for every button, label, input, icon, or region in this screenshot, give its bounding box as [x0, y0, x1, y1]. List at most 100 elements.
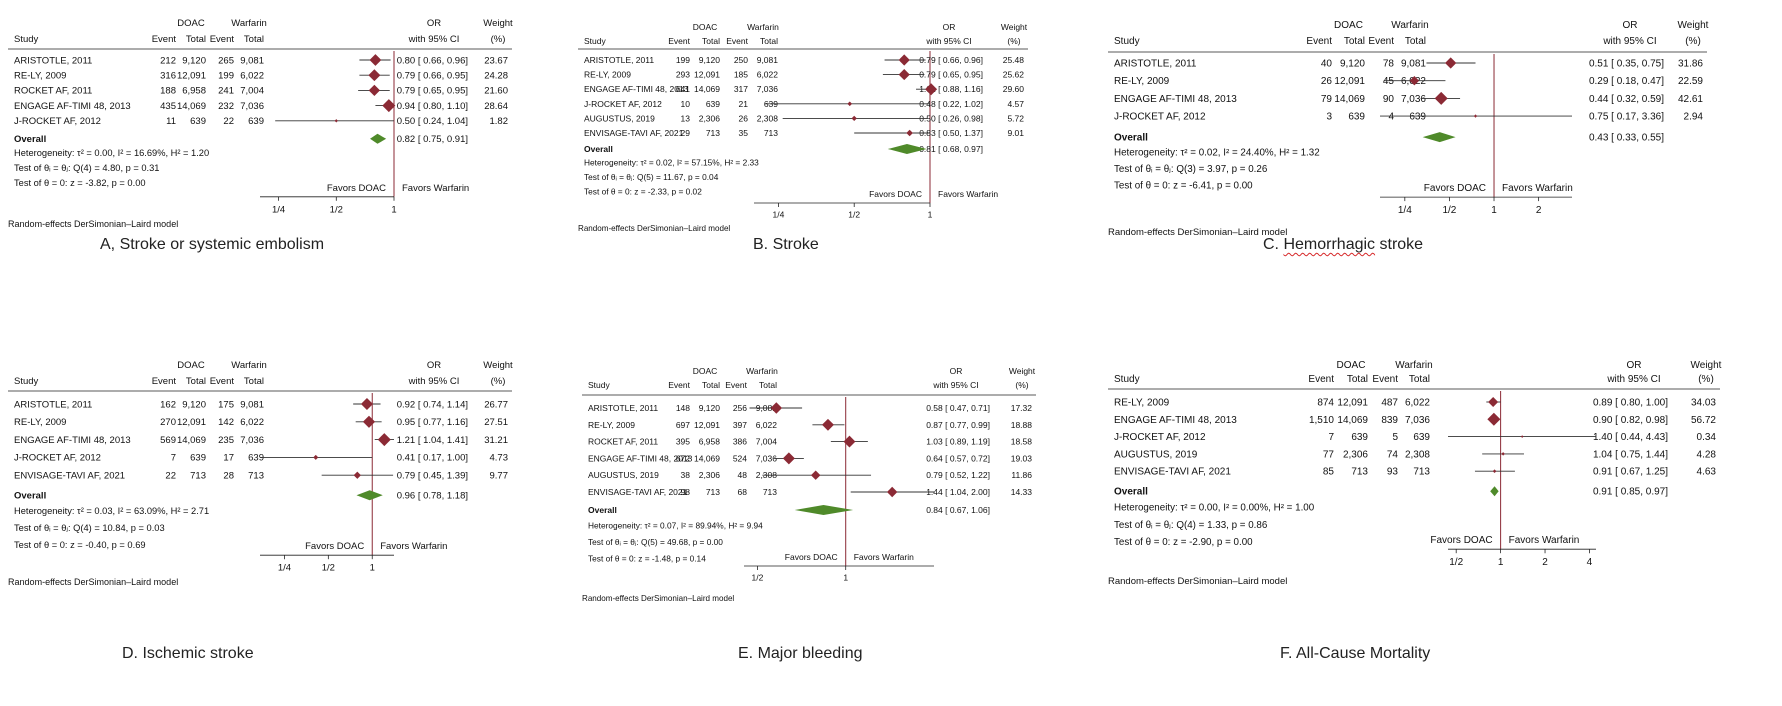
study-row: RE-LY, 2009 874 12,091 487 6,022 0.89 [ 0.80,… [1114, 396, 1716, 409]
or-ci-text: 0.44 [ 0.32, 0.59] [1589, 94, 1664, 105]
warfarin-total: 9,081 [240, 55, 264, 66]
doac-total: 713 [706, 487, 720, 497]
warfarin-total: 639 [248, 453, 264, 464]
header-weight: Weight [483, 360, 513, 371]
weight-text: 25.48 [1003, 55, 1025, 65]
x-tick-label: 1 [843, 573, 848, 583]
panel-b-caption: B. Stroke [753, 236, 819, 253]
forest-panel-a: DOAC Warfarin OR Weight Study Event Total Event… [8, 16, 578, 238]
weight-text: 31.21 [484, 435, 508, 446]
overall-label: Overall [584, 144, 613, 154]
study-marker [1520, 435, 1524, 438]
overall-diamond [794, 505, 854, 515]
or-ci-text: 0.50 [ 0.26, 0.98] [919, 113, 983, 123]
doac-events: 697 [676, 420, 690, 430]
or-ci-text: 1.21 [ 1.04, 1.41] [397, 435, 468, 446]
or-ci-text: 0.87 [ 0.77, 0.99] [926, 420, 990, 430]
study-name: RE-LY, 2009 [588, 420, 635, 430]
study-row: ARISTOTLE, 2011 212 9,120 265 9,081 0.80 [ 0.… [14, 54, 508, 66]
doac-events: 162 [160, 399, 176, 410]
overall-or-ci-text: 0.82 [ 0.75, 0.91] [397, 134, 468, 145]
header-study: Study [14, 34, 39, 45]
warfarin-total: 7,004 [756, 437, 778, 447]
weight-text: 27.51 [484, 417, 508, 428]
weight-text: 18.88 [1011, 420, 1033, 430]
header-total1: Total [1347, 374, 1368, 385]
study-marker [1434, 91, 1448, 105]
warfarin-total: 2,308 [1405, 449, 1430, 460]
header-study: Study [1114, 374, 1140, 385]
study-name: RE-LY, 2009 [1114, 398, 1170, 409]
study-marker [334, 119, 338, 123]
doac-total: 14,069 [694, 453, 720, 463]
favors-doac-label: Favors DOAC [785, 552, 838, 562]
study-marker [925, 83, 938, 96]
model-note: Random-effects DerSimonian–Laird model [8, 577, 178, 587]
warfarin-total: 9,081 [757, 55, 779, 65]
header-group2: Warfarin [746, 366, 778, 376]
study-row: ROCKET AF, 2011 188 6,958 241 7,004 0.79 [ 0.… [14, 84, 508, 97]
doac-events: 26 [1321, 76, 1333, 87]
or-ci-text: 0.79 [ 0.52, 1.22] [926, 470, 990, 480]
warfarin-events: 48 [738, 470, 748, 480]
x-tick-label: 2 [1536, 205, 1542, 216]
header-group2: Warfarin [231, 360, 267, 371]
forest-plot-d: DOAC Warfarin OR Weight Study Event Total Event… [8, 360, 513, 587]
warfarin-events: 250 [734, 55, 748, 65]
weight-text: 31.86 [1678, 59, 1703, 70]
or-ci-text: 0.29 [ 0.18, 0.47] [1589, 76, 1664, 87]
study-name: ENGAGE AF-TIMI 48, 2013 [1114, 415, 1237, 426]
or-ci-text: 0.79 [ 0.65, 0.95] [919, 70, 983, 80]
panel-c-caption-suffix: stroke [1375, 236, 1424, 253]
forest-panel-b: DOAC Warfarin OR Weight Study Event Total Event… [578, 20, 1088, 242]
warfarin-total: 7,004 [240, 86, 264, 97]
doac-events: 11 [166, 116, 176, 127]
study-marker [847, 101, 853, 107]
forest-plot-e: DOAC Warfarin OR Weight Study Event Total Event… [582, 366, 1036, 603]
weight-text: 24.28 [484, 71, 508, 82]
overall-label: Overall [588, 505, 617, 515]
doac-events: 3 [1326, 112, 1332, 123]
weight-text: 2.94 [1684, 112, 1704, 123]
favors-warfarin-label: Favors Warfarin [1502, 183, 1573, 194]
warfarin-total: 7,036 [1405, 415, 1430, 426]
weight-text: 22.59 [1678, 76, 1703, 87]
model-note: Random-effects DerSimonian–Laird model [8, 219, 178, 229]
overall-or-ci-text: 0.96 [ 0.78, 1.18] [397, 491, 468, 502]
favors-warfarin-label: Favors Warfarin [380, 541, 447, 552]
doac-total: 639 [1351, 432, 1368, 443]
header-total1: Total [186, 376, 206, 387]
study-row: AUGUSTUS, 2019 13 2,306 26 2,308 0.50 [ 0.26,… [584, 113, 1024, 123]
doac-total: 12,091 [1334, 76, 1365, 87]
study-name: J-ROCKET AF, 2012 [1114, 432, 1206, 443]
study-marker [810, 470, 821, 480]
header-weight-unit: (%) [491, 34, 506, 45]
doac-events: 569 [160, 435, 176, 446]
header-or: OR [943, 22, 956, 32]
warfarin-events: 235 [218, 435, 234, 446]
x-tick-label: 1/4 [772, 210, 784, 220]
weight-text: 9.77 [490, 471, 509, 482]
x-tick-label: 1 [391, 204, 396, 215]
heterogeneity-stat: Heterogeneity: τ² = 0.02, I² = 57.15%, H… [584, 158, 759, 168]
x-tick-label: 1/2 [1442, 205, 1456, 216]
header-or: OR [1627, 360, 1642, 371]
forest-panel-c: DOAC Warfarin OR Weight Study Event Total Event… [1108, 18, 1728, 240]
study-marker [886, 486, 898, 498]
study-name: ENGAGE AF-TIMI 48, 2013 [588, 453, 693, 463]
overall-or-ci-text: 0.91 [ 0.85, 0.97] [1593, 487, 1668, 498]
doac-events: 212 [160, 55, 176, 66]
doac-events: 79 [1321, 94, 1333, 105]
study-name: RE-LY, 2009 [14, 71, 66, 82]
header-group1: DOAC [1334, 20, 1363, 31]
study-name: ENGAGE AF-TIMI 48, 2013 [1114, 94, 1237, 105]
warfarin-events: 839 [1381, 415, 1398, 426]
heterogeneity-stat: Test of θᵢ = θⱼ: Q(5) = 49.68, p = 0.00 [588, 537, 723, 547]
weight-text: 1.82 [490, 116, 509, 127]
heterogeneity-stat: Test of θ = 0: z = -0.40, p = 0.69 [14, 540, 146, 550]
study-name: J-ROCKET AF, 2012 [1114, 112, 1206, 123]
study-name: RE-LY, 2009 [1114, 76, 1170, 87]
model-note: Random-effects DerSimonian–Laird model [578, 224, 730, 233]
study-name: ENVISAGE-TAVI AF, 2021 [14, 471, 125, 482]
